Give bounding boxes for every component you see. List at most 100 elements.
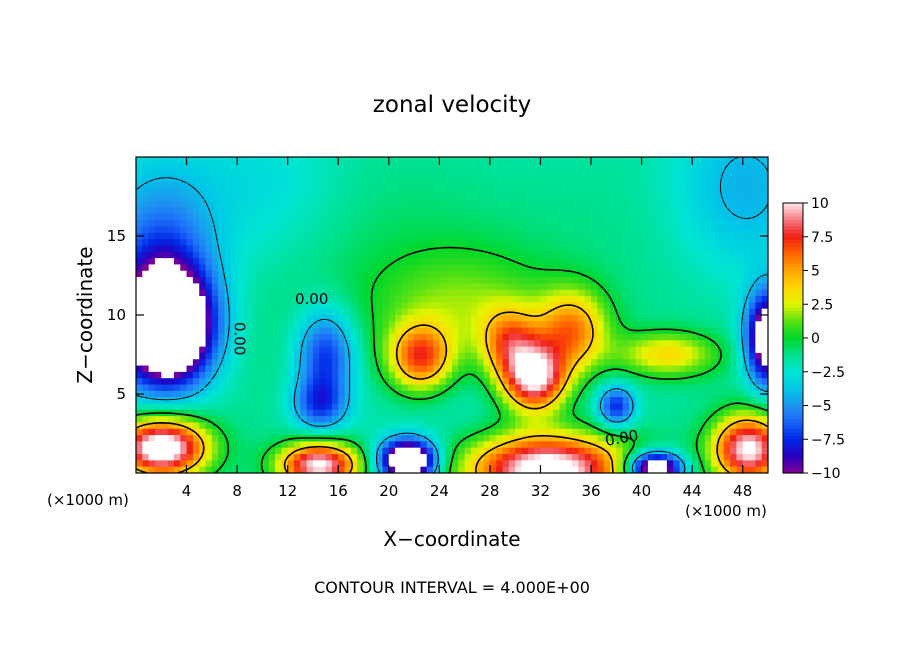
field-cell: [483, 175, 491, 183]
field-cell: [489, 207, 497, 215]
field-cell: [654, 403, 662, 411]
field-cell: [275, 201, 282, 209]
field-cell: [723, 296, 731, 303]
field-cell: [742, 258, 750, 266]
field-cell: [761, 182, 768, 190]
field-cell: [211, 201, 219, 209]
field-cell: [704, 163, 712, 171]
field-cell: [641, 321, 649, 329]
field-cell: [224, 315, 232, 322]
field-cell: [388, 371, 396, 379]
field-cell: [414, 346, 421, 354]
field-cell: [211, 232, 219, 240]
field-cell: [635, 416, 643, 424]
field-cell: [167, 163, 175, 171]
field-cell: [717, 289, 725, 297]
field-cell: [666, 397, 674, 405]
field-cell: [496, 454, 504, 461]
field-cell: [287, 378, 295, 386]
field-cell: [641, 378, 649, 386]
field-cell: [224, 232, 232, 240]
field-cell: [647, 182, 655, 190]
field-cell: [464, 384, 472, 392]
field-cell: [338, 466, 346, 473]
field-cell: [420, 213, 428, 221]
field-cell: [610, 327, 617, 335]
field-cell: [325, 251, 333, 259]
field-cell: [565, 315, 573, 322]
field-cell: [294, 258, 301, 266]
field-cell: [515, 220, 523, 228]
field-cell: [452, 371, 459, 379]
field-cell: [723, 270, 731, 278]
field-cell: [641, 226, 649, 234]
field-cell: [319, 239, 327, 247]
field-cell: [515, 302, 523, 310]
field-cell: [711, 207, 719, 215]
field-cell: [572, 416, 579, 424]
field-cell: [426, 416, 434, 424]
field-cell: [287, 422, 295, 430]
field-cell: [673, 340, 681, 348]
field-cell: [458, 384, 466, 392]
field-cell: [559, 239, 567, 247]
field-cell: [275, 277, 282, 284]
field-cell: [584, 327, 592, 335]
field-cell: [224, 409, 232, 417]
field-cell: [654, 454, 662, 461]
field-cell: [477, 384, 485, 392]
velocity-field: [136, 157, 768, 473]
field-cell: [452, 346, 459, 354]
field-cell: [388, 220, 396, 228]
field-cell: [363, 346, 371, 354]
field-cell: [761, 428, 768, 436]
field-cell: [496, 157, 504, 164]
field-cell: [237, 239, 245, 247]
field-cell: [698, 188, 706, 196]
field-cell: [433, 296, 440, 303]
field-cell: [692, 365, 700, 373]
field-cell: [294, 277, 301, 284]
field-cell: [698, 403, 706, 411]
field-cell: [186, 308, 194, 316]
field-cell: [692, 333, 700, 341]
field-cell: [572, 239, 579, 247]
field-cell: [654, 416, 662, 424]
field-cell: [344, 232, 352, 240]
field-cell: [452, 416, 459, 424]
field-cell: [502, 321, 510, 329]
field-cell: [654, 371, 662, 379]
field-cell: [445, 277, 453, 284]
field-cell: [584, 213, 592, 221]
field-cell: [546, 397, 554, 405]
field-cell: [369, 239, 377, 247]
field-cell: [167, 390, 175, 398]
field-cell: [704, 315, 712, 322]
field-cell: [534, 460, 542, 468]
field-cell: [211, 466, 219, 473]
field-cell: [192, 232, 200, 240]
field-cell: [205, 239, 213, 247]
field-cell: [300, 460, 308, 468]
field-cell: [218, 384, 226, 392]
field-cell: [433, 359, 440, 367]
field-cell: [628, 277, 636, 284]
field-cell: [502, 441, 510, 449]
field-cell: [338, 441, 346, 449]
field-cell: [294, 422, 301, 430]
field-cell: [603, 232, 611, 240]
field-cell: [249, 384, 257, 392]
field-cell: [186, 365, 194, 373]
field-cell: [426, 175, 434, 183]
field-cell: [407, 454, 415, 461]
field-cell: [344, 188, 352, 196]
field-cell: [224, 207, 232, 215]
field-cell: [540, 390, 548, 398]
field-cell: [287, 447, 295, 455]
field-cell: [660, 308, 668, 316]
field-cell: [331, 226, 339, 234]
field-cell: [388, 175, 396, 183]
field-cell: [508, 340, 516, 348]
field-cell: [717, 466, 725, 473]
field-cell: [344, 157, 352, 164]
